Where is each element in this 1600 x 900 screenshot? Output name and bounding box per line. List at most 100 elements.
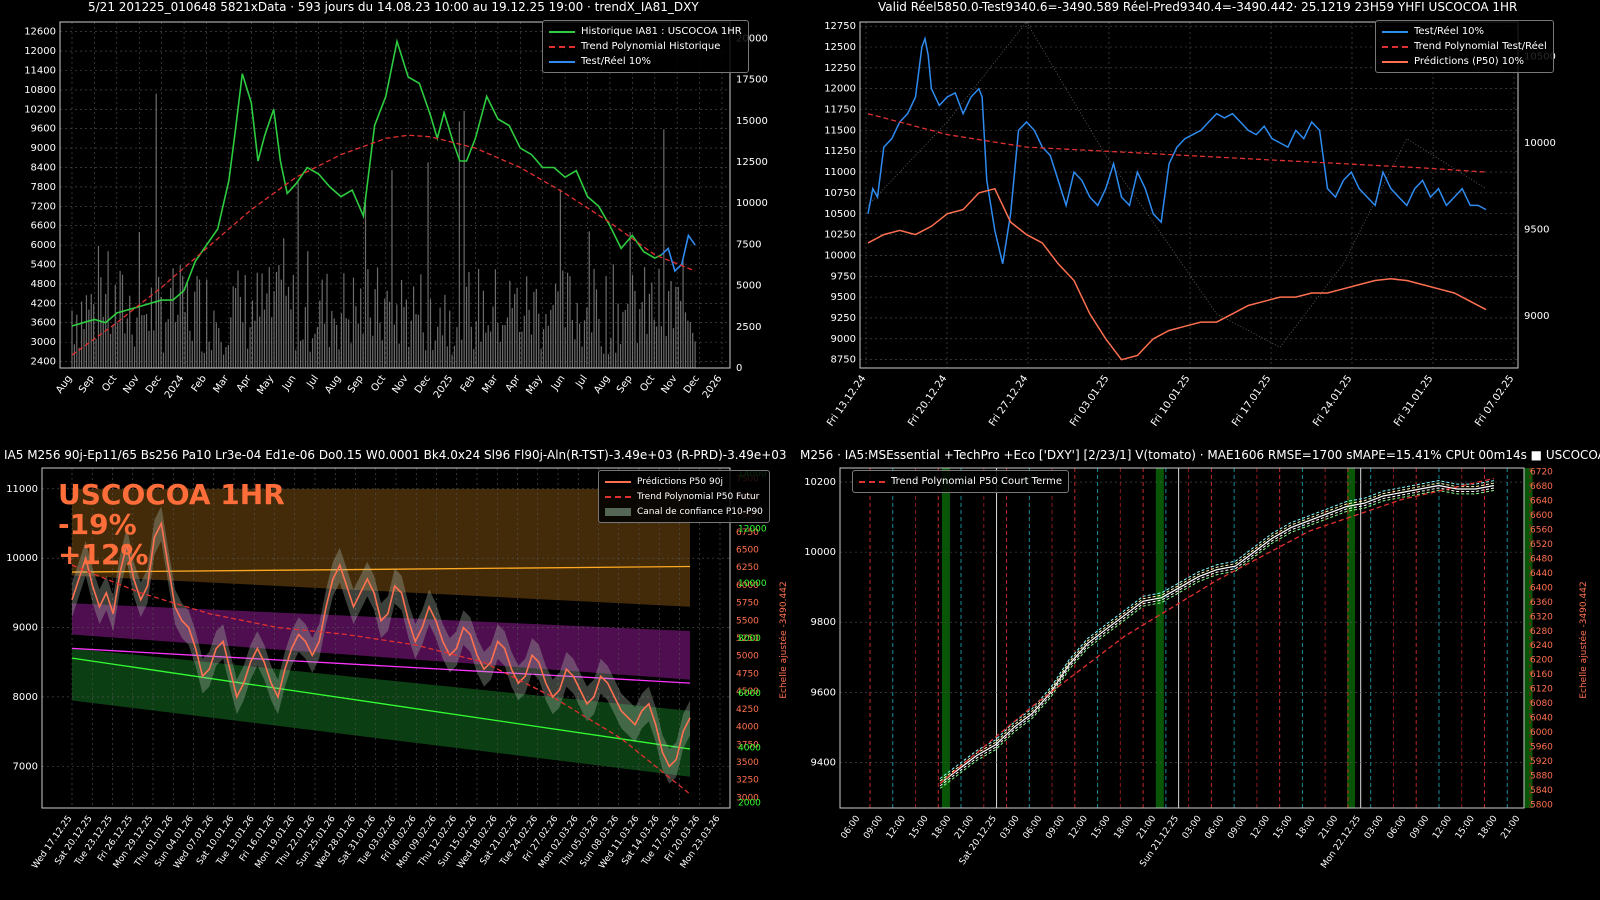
series-line (71, 134, 696, 356)
x-tick-label: Nov (390, 373, 410, 395)
y2-tick-label: 6000 (736, 581, 759, 591)
y2-tick-label: 6080 (1530, 699, 1553, 709)
plot-frame (41, 467, 731, 809)
y2-tick-label: 9500 (1524, 225, 1549, 236)
series-line (660, 233, 696, 273)
x-tick-label: Dec (682, 373, 702, 395)
plot-frame (859, 21, 1519, 369)
x-tick-label: 12:00 (885, 814, 908, 841)
x-tick-label: 09:00 (1044, 814, 1067, 841)
y2-tick-label: 6640 (1530, 497, 1553, 507)
series-line (71, 520, 691, 768)
y2-tick-label: 6750 (736, 528, 759, 538)
x-tick-label: Jun (549, 373, 568, 393)
x-tick-label: Fri 03.01.25 (1068, 373, 1111, 428)
x-tick-label: 18:00 (1477, 814, 1500, 841)
x-tick-label: 03:00 (999, 814, 1022, 841)
y-tick-label: 6000 (31, 240, 56, 251)
y2-tick-label: 5880 (1530, 771, 1553, 781)
y-tick-label: 9800 (811, 617, 836, 628)
y2-tick-label: 4250 (736, 705, 759, 715)
legend-item-p50: Prédictions P50 90j (605, 474, 763, 489)
y2-tick-label: 5500 (736, 616, 759, 626)
historique-chart: 2400 3000 3600 4200 4800 5400 6000 6600 7200 7800… (24, 21, 768, 401)
x-tick-label: 2024 (163, 373, 187, 400)
y-tick-label: 10750 (824, 188, 856, 199)
y2-tick-label: 5750 (736, 599, 759, 609)
y2-tick-label: 4500 (736, 687, 759, 697)
y-tick-label: 6600 (31, 221, 56, 232)
y2-tick-label: 6600 (1530, 511, 1553, 521)
y2-tick-label: 3000 (736, 793, 759, 803)
legend-item-trend: Trend Polynomial Test/Réel (1382, 39, 1547, 54)
x-tick-label: 2026 (701, 373, 725, 400)
panel-test-reel: Valid Réel5850.0-Test9340.6=-3490.589 Ré… (800, 0, 1600, 430)
x-tick-label: 18:00 (930, 814, 953, 841)
y-tick-label: 9750 (831, 271, 856, 282)
y-tick-label: 8750 (831, 355, 856, 366)
x-tick-label: 06:00 (839, 814, 862, 841)
y-tick-label: 9000 (31, 143, 56, 154)
x-tick-label: Fri 10.01.25 (1149, 373, 1192, 428)
y2-tick-label: 6250 (736, 563, 759, 573)
x-tick-label: 21:00 (1499, 814, 1522, 841)
x-tick-label: 09:00 (1226, 814, 1249, 841)
y2-tick-label: 6040 (1530, 714, 1553, 724)
series-line (71, 38, 662, 327)
legend: Prédictions P50 90j Trend Polynomial P50… (598, 470, 770, 523)
x-tick-label: Jul (573, 373, 590, 390)
y2-tick-label: 6560 (1530, 525, 1553, 535)
x-tick-label: Oct (638, 373, 657, 394)
x-tick-label: Feb (459, 373, 478, 394)
legend: Test/Réel 10% Trend Polynomial Test/Réel… (1375, 20, 1554, 73)
x-tick-label: Fri 27.12.24 (987, 373, 1030, 428)
y-tick-label: 5400 (31, 260, 56, 271)
y2-tick-label: 5250 (736, 634, 759, 644)
y2-tick-label: 7500 (736, 239, 761, 250)
y-tick-label: 3000 (31, 337, 56, 348)
y2-tick-label: 3500 (736, 758, 759, 768)
legend-item-trend: Trend Polynomial P50 Futur (605, 489, 763, 504)
x-tick-label: Fri 07.02.25 (1473, 373, 1516, 428)
x-tick-label: 12:00 (1431, 814, 1454, 841)
y3-tick-label: 6000 (738, 689, 761, 699)
channel-magenta (72, 603, 690, 680)
x-tick-label: Aug (54, 373, 74, 395)
y2-tick-label: 15000 (736, 116, 768, 127)
y2-tick-label: 5920 (1530, 757, 1553, 767)
y2-tick-label: 6000 (1530, 728, 1553, 738)
y2-tick-label: 10000 (1524, 138, 1556, 149)
y2-tick-label: 17500 (736, 75, 768, 86)
y-tick-label: 9000 (13, 623, 38, 634)
y-tick-label: 11000 (6, 484, 38, 495)
y-tick-label: 10200 (804, 477, 836, 488)
y2-tick-label: 9000 (1524, 311, 1549, 322)
y-tick-label: 2400 (31, 357, 56, 368)
y-tick-label: 12750 (824, 21, 856, 32)
legend-item-trend: Trend Polynomial Historique (549, 39, 742, 54)
y3-tick-label: 8000 (738, 634, 761, 644)
x-tick-label: Dec (413, 373, 433, 395)
x-tick-label: Oct (100, 373, 119, 394)
fan-line (939, 489, 1495, 789)
y-tick-label: 12250 (824, 63, 856, 74)
shadow-line (867, 21, 1487, 348)
y2-tick-label: 3750 (736, 740, 759, 750)
series-line (867, 35, 1487, 264)
y-tick-label: 10200 (24, 104, 56, 115)
y2-tick-label: 5800 (1530, 800, 1553, 810)
x-tick-label: Sep (615, 373, 635, 395)
y-tick-label: 4200 (31, 298, 56, 309)
channel-line-orange (71, 565, 691, 573)
y-tick-label: 12500 (824, 42, 856, 53)
x-tick-label: Aug (592, 373, 612, 395)
y2-tick-label: 2500 (736, 322, 761, 333)
fan-line (939, 480, 1495, 779)
fan-line (939, 482, 1495, 782)
channel-line-magenta (71, 647, 691, 684)
x-tick-label: 03:00 (1181, 814, 1204, 841)
legend-item-pred: Prédictions (P50) 10% (1382, 54, 1547, 69)
pct-up: +12% (58, 538, 149, 571)
y2-tick-label: 5000 (736, 652, 759, 662)
